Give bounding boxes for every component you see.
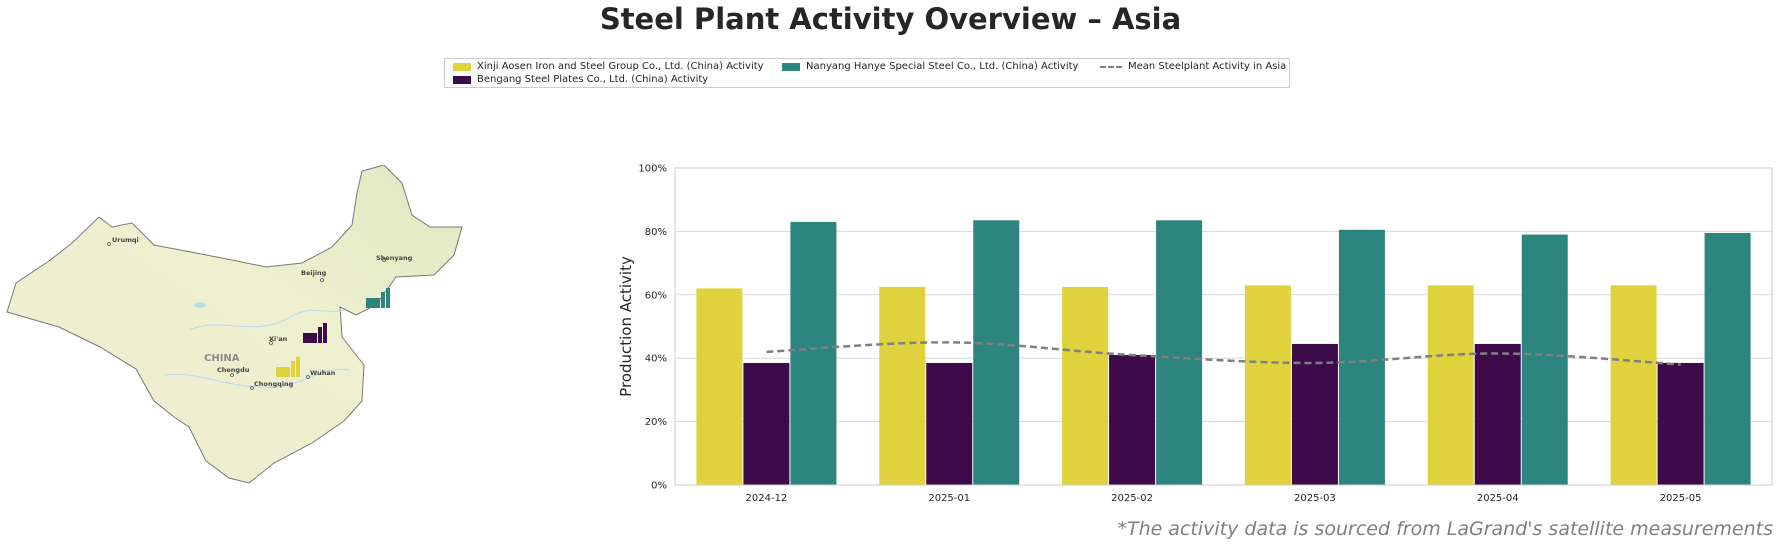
legend-label-nanyang: Nanyang Hanye Special Steel Co., Ltd. (C… — [806, 61, 1079, 72]
city-dot — [306, 375, 310, 379]
legend-item-bengang: Bengang Steel Plates Co., Ltd. (China) A… — [453, 74, 708, 85]
plot-frame — [674, 167, 1773, 486]
bar-xinji — [879, 286, 926, 485]
bar-xinji — [1427, 285, 1474, 485]
bar-bengang — [926, 362, 973, 485]
bar-xinji — [1062, 286, 1109, 485]
legend-item-xinji: Xinji Aosen Iron and Steel Group Co., Lt… — [453, 61, 764, 72]
bar-bengang — [1109, 355, 1156, 485]
china-map: CHINA Urumqi Beijing Shenyang Xi'an Chen… — [6, 165, 463, 484]
bar-nanyang — [1156, 220, 1203, 485]
legend-dash-mean — [1100, 65, 1122, 68]
river-icon — [163, 368, 350, 388]
x-tick-label: 2024-12 — [746, 493, 788, 504]
legend-swatch-nanyang — [782, 62, 800, 71]
city-label-chongqing: Chongqing — [254, 380, 294, 388]
bar-nanyang — [1338, 229, 1385, 485]
bar-nanyang — [973, 220, 1020, 485]
city-dot — [382, 258, 386, 262]
data-source-footnote: *The activity data is sourced from LaGra… — [1117, 518, 1773, 540]
bar-xinji — [1610, 285, 1657, 485]
legend-swatch-bengang — [453, 75, 471, 84]
city-dot — [107, 242, 111, 246]
y-tick-label: 60% — [645, 290, 667, 301]
y-tick-label: 80% — [645, 227, 667, 238]
city-label-xian: Xi'an — [269, 335, 288, 343]
legend-swatch-xinji — [453, 62, 471, 71]
legend-label-xinji: Xinji Aosen Iron and Steel Group Co., Lt… — [477, 61, 764, 72]
city-label-shenyang: Shenyang — [376, 254, 413, 262]
country-label: CHINA — [204, 353, 240, 364]
chart-legend: Xinji Aosen Iron and Steel Group Co., Lt… — [444, 58, 1290, 88]
factory-icon — [276, 357, 300, 377]
mean-activity-line — [766, 341, 1681, 366]
city-label-chengdu: Chengdu — [217, 366, 250, 374]
x-tick-label: 2025-02 — [1111, 493, 1153, 504]
city-dot — [269, 341, 273, 345]
bar-bengang — [1291, 343, 1338, 485]
legend-item-mean: Mean Steelplant Activity in Asia — [1100, 61, 1286, 72]
x-tick-label: 2025-05 — [1660, 493, 1702, 504]
city-label-beijing: Beijing — [301, 269, 327, 277]
page-title: Steel Plant Activity Overview – Asia — [599, 2, 1182, 36]
city-label-wuhan: Wuhan — [310, 369, 336, 377]
x-tick-label: 2025-01 — [928, 493, 970, 504]
legend-label-bengang: Bengang Steel Plates Co., Ltd. (China) A… — [477, 74, 709, 85]
y-tick-label: 0% — [651, 481, 667, 492]
legend-item-nanyang: Nanyang Hanye Special Steel Co., Ltd. (C… — [782, 61, 1078, 72]
bar-bengang — [1657, 362, 1704, 485]
china-outline — [6, 165, 463, 484]
y-axis-label: Production Activity — [617, 256, 635, 397]
bar-nanyang — [1521, 234, 1568, 485]
lake-icon — [194, 302, 206, 308]
bar-xinji — [696, 288, 743, 485]
city-label-urumqi: Urumqi — [112, 236, 139, 244]
city-dot — [230, 373, 234, 377]
bar-nanyang — [790, 221, 837, 485]
bar-bengang — [743, 362, 790, 485]
x-tick-label: 2025-04 — [1477, 493, 1519, 504]
factory-icon — [303, 323, 327, 343]
factory-icon — [366, 288, 390, 308]
city-dot — [250, 386, 254, 390]
y-tick-label: 100% — [638, 164, 667, 175]
y-tick-label: 40% — [645, 354, 667, 365]
y-tick-label: 20% — [645, 417, 667, 428]
bar-xinji — [1244, 285, 1291, 485]
city-dot — [320, 278, 324, 282]
river-icon — [188, 309, 345, 331]
bar-bengang — [1474, 343, 1521, 485]
bar-nanyang — [1704, 232, 1751, 485]
x-tick-label: 2025-03 — [1294, 493, 1336, 504]
legend-label-mean: Mean Steelplant Activity in Asia — [1128, 61, 1287, 72]
